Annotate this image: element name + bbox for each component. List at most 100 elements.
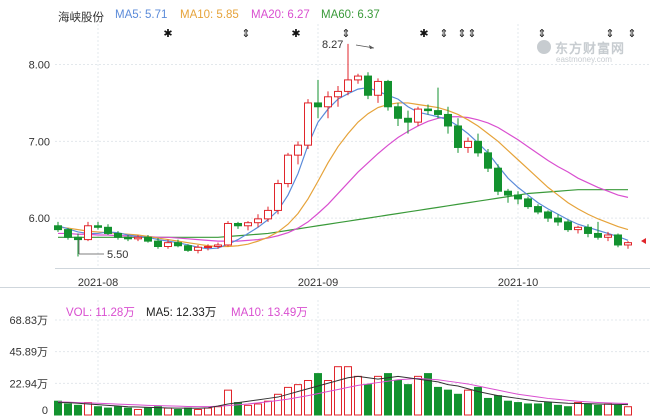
price-y-tick: 7.00 (29, 136, 50, 148)
candle-up (334, 90, 342, 98)
candlesticks (54, 43, 632, 257)
ma60-line (58, 189, 628, 238)
candle-up (354, 75, 362, 81)
volume-bar-up (574, 402, 582, 416)
volume-y-tick: 22.94万 (9, 378, 48, 390)
price-annotations: 8.27 5.50 (78, 39, 375, 261)
moving-average-lines (57, 86, 629, 250)
date-x-ticks: 2021-08 2021-09 2021-10 (78, 277, 538, 289)
candle-up (374, 80, 382, 96)
candle-down (444, 113, 452, 127)
candle-down (234, 222, 242, 227)
volume-bar-down (424, 373, 432, 416)
volume-bar-up (464, 389, 472, 416)
volume-bar-up (294, 384, 302, 416)
volume-bar-down (74, 404, 82, 416)
price-y-ticks: 8.00 7.00 6.00 (29, 60, 50, 226)
vol-ma10-line (57, 377, 629, 408)
grid-lines (55, 24, 650, 415)
candle-down (474, 140, 482, 154)
volume-bar-up (224, 389, 232, 416)
volume-bar-up (134, 408, 142, 416)
volume-ma-lines (57, 375, 629, 409)
candle-down (454, 125, 462, 148)
candle-down (104, 226, 112, 234)
candle-down (434, 110, 442, 115)
watermark-name: 东方财富网 (555, 41, 626, 56)
candle-down (144, 236, 152, 242)
volume-bar-up (264, 400, 272, 416)
volume-bar-down (174, 408, 182, 416)
volume-bar-up (284, 386, 292, 416)
candle-down (364, 75, 372, 96)
candle-up (214, 244, 222, 248)
volume-bar-down (524, 403, 532, 416)
candle-up (204, 246, 212, 249)
volume-bar-up (164, 407, 172, 416)
volume-bar-down (484, 397, 492, 416)
candle-up (84, 225, 92, 241)
volume-bar-up (604, 403, 612, 416)
volume-bar-down (434, 386, 442, 416)
candle-up (574, 226, 582, 231)
volume-bar-down (454, 393, 462, 416)
volume-bar-down (104, 407, 112, 416)
volume-bar-down (154, 406, 162, 416)
volume-bar-down (114, 406, 122, 416)
volume-bar-down (584, 403, 592, 416)
volume-bar-up (194, 408, 202, 416)
volume-bar-down (124, 407, 132, 416)
event-marker-icon: ⇕ (341, 28, 350, 40)
candle-down (564, 221, 572, 231)
date-x-tick: 2021-08 (78, 277, 118, 289)
ma5-legend: MA5: 5.71 (115, 9, 168, 21)
last-price-marker-icon (641, 238, 646, 244)
volume-bar-down (564, 406, 572, 416)
volume-bar-down (544, 402, 552, 416)
candle-down (314, 102, 322, 108)
volume-bar-up (624, 406, 632, 416)
volume-bar-up (214, 406, 222, 416)
vol-ma5-line (58, 375, 629, 409)
volume-bar-up (354, 375, 362, 416)
volume-bar-down (554, 404, 562, 416)
high-annotation: 8.27 (322, 39, 343, 51)
candle-up (244, 222, 252, 227)
ma10-legend: MA10: 5.85 (180, 9, 239, 21)
event-markers: ✱ ⇕ ✱ ⇕ ✱ ⇕ ⇕ ⇕ ⇕ ⇕ ⇕ (163, 28, 636, 40)
event-marker-icon: ⇕ (605, 28, 614, 40)
volume-bar-down (54, 400, 62, 416)
candle-down (524, 198, 532, 208)
volume-bar-up (374, 375, 382, 416)
candle-up (224, 222, 232, 246)
volume-bar-down (504, 400, 512, 416)
volume-bar-down (514, 402, 522, 416)
high-annotation-arrow (369, 45, 374, 49)
volume-bar-up (244, 404, 252, 416)
candle-down (114, 232, 122, 238)
volume-bar-up (254, 403, 262, 416)
candle-down (154, 240, 162, 248)
candle-down (424, 108, 432, 112)
volume-y-tick: 45.89万 (9, 347, 48, 359)
event-marker-icon: ✱ (163, 28, 172, 40)
candle-down (404, 117, 412, 123)
volume-bar-down (594, 404, 602, 416)
candle-up (274, 183, 282, 211)
volume-y-tick: 0 (42, 405, 48, 417)
price-y-tick: 8.00 (29, 60, 50, 72)
volume-y-ticks: 68.83万 45.89万 22.94万 0 (9, 315, 48, 417)
candle-up (324, 96, 332, 108)
volume-bar-down (494, 395, 502, 416)
candle-down (484, 152, 492, 169)
event-marker-icon: ✱ (419, 28, 428, 40)
volume-bar-up (204, 407, 212, 416)
candle-down (94, 225, 102, 228)
candle-down (584, 226, 592, 234)
candle-up (264, 209, 272, 220)
candle-up (344, 79, 352, 92)
candle-down (384, 80, 392, 108)
vol-legend: VOL: 11.28万 (66, 307, 135, 319)
volume-bar-down (364, 384, 372, 416)
